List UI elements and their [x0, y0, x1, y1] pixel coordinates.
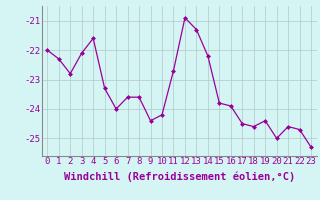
X-axis label: Windchill (Refroidissement éolien,°C): Windchill (Refroidissement éolien,°C) [64, 172, 295, 182]
